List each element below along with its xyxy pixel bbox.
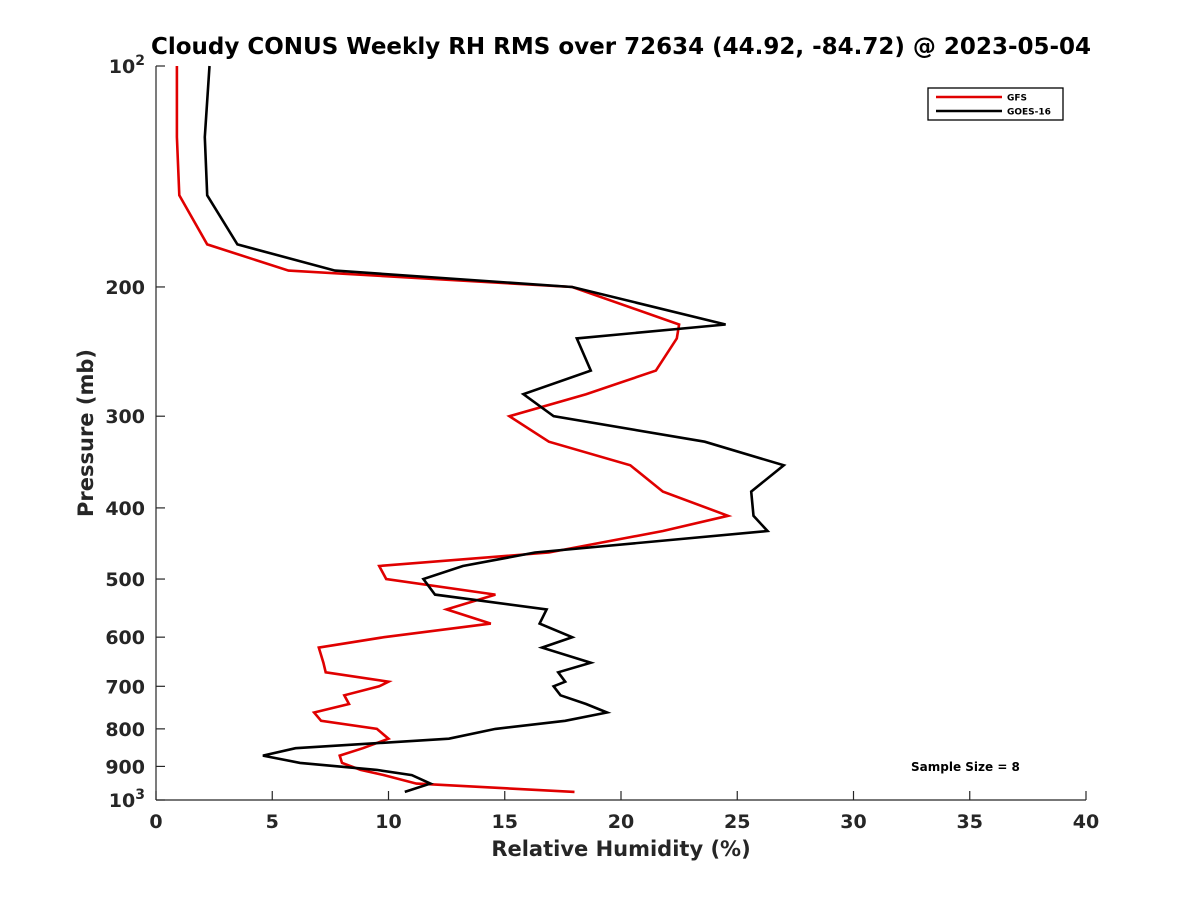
legend-label-goes-16: GOES-16	[1007, 108, 1051, 118]
chart-title: Cloudy CONUS Weekly RH RMS over 72634 (4…	[151, 34, 1091, 60]
x-axis-label: Relative Humidity (%)	[491, 837, 750, 861]
y-tick-label: 200	[105, 277, 145, 299]
x-tick-label: 30	[840, 811, 866, 833]
x-tick-label: 20	[608, 811, 634, 833]
y-axis-ticks: 102 200 300 400 500 600 700 800 900 103	[105, 53, 165, 812]
x-tick-label: 15	[492, 811, 518, 833]
y-tick-label: 300	[105, 406, 145, 428]
legend-box	[927, 87, 1064, 121]
series-line-goes-16	[203, 65, 787, 794]
y-tick-label: 102	[109, 53, 145, 78]
y-tick-label: 103	[109, 787, 145, 812]
y-tick-label: 700	[105, 676, 145, 698]
y-tick-label: 600	[105, 627, 145, 649]
x-tick-label: 0	[149, 811, 162, 833]
series-layer	[175, 65, 787, 794]
y-tick-label: 500	[105, 569, 145, 591]
legend-label-gfs: GFS	[1007, 94, 1027, 104]
sample-size-annotation: Sample Size = 8	[911, 760, 1020, 774]
x-tick-label: 10	[375, 811, 401, 833]
plot-frame	[156, 66, 1086, 800]
y-axis-label: Pressure (mb)	[74, 349, 98, 517]
y-tick-label: 800	[105, 719, 145, 741]
x-tick-label: 5	[266, 811, 279, 833]
y-tick-label: 400	[105, 498, 145, 520]
x-axis-ticks: 0 5 10 15 20 25 30 35 40	[149, 791, 1099, 833]
x-tick-label: 35	[957, 811, 983, 833]
x-tick-label: 40	[1073, 811, 1099, 833]
y-tick-label: 900	[105, 756, 145, 778]
x-tick-label: 25	[724, 811, 750, 833]
legend: GFS GOES-16	[927, 87, 1064, 121]
